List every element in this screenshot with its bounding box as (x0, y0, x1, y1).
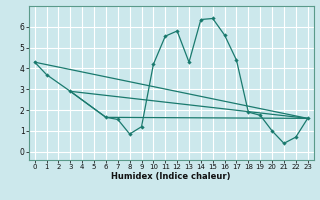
X-axis label: Humidex (Indice chaleur): Humidex (Indice chaleur) (111, 172, 231, 181)
